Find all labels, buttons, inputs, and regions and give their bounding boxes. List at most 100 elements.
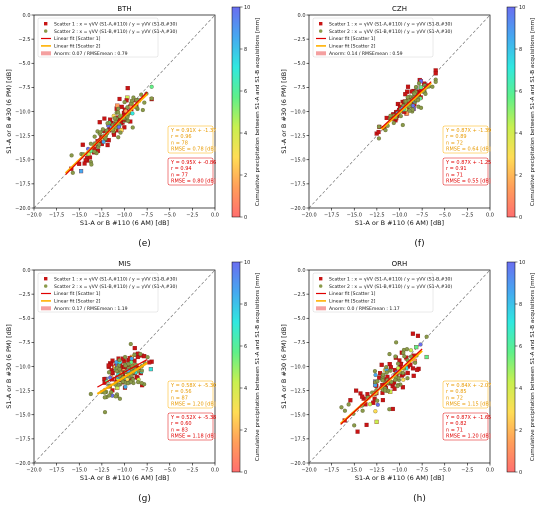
- colorbar: [231, 261, 241, 473]
- scatter2-point: [112, 116, 117, 121]
- scatter2-point: [122, 100, 127, 105]
- x-axis-label: S1-A or B #110 (6 AM) [dB]: [355, 219, 444, 227]
- scatter1-point: [418, 85, 424, 90]
- scatter2-point: [122, 354, 128, 360]
- scatter2-point: [383, 128, 388, 133]
- legend-label: Linear fit [Scatter 2]: [329, 299, 376, 305]
- legend-label: Linear fit [Scatter 1]: [329, 36, 376, 42]
- scatter2-point: [130, 125, 135, 130]
- x-tick-label: −17.5: [49, 213, 64, 219]
- scatter2-point: [138, 351, 143, 357]
- scatter1-point: [379, 362, 384, 367]
- panel-sublabel: (e): [138, 239, 151, 249]
- scatter2-point: [412, 91, 417, 96]
- y-tick-label: −15.0: [290, 158, 305, 164]
- scatter2-point: [413, 85, 419, 90]
- legend-label: Linear fit [Scatter 1]: [54, 36, 101, 42]
- x-tick-label: −15.0: [347, 468, 362, 474]
- stats2-line: RMSE = 0.78 [dB]: [171, 147, 216, 153]
- stats1-line: n = 71: [446, 172, 463, 178]
- y-tick-label: −20.0: [15, 461, 30, 467]
- x-tick-label: −17.5: [324, 468, 339, 474]
- scatter2-point: [380, 378, 385, 383]
- y-tick-label: 0.0: [23, 268, 31, 274]
- colorbar-tick-label: 10: [244, 260, 250, 266]
- stats1-line: Y = 0.52X + -5.38: [170, 415, 216, 421]
- colorbar-label: Cumulative precipitation between S1-A an…: [530, 18, 536, 206]
- scatter2-point: [418, 342, 423, 347]
- scatter2-point: [423, 91, 428, 96]
- legend-marker-scatter2: [319, 29, 323, 33]
- scatter2-point: [375, 402, 380, 407]
- scatter2-point: [376, 124, 382, 129]
- scatter1-point: [147, 360, 152, 365]
- legend-label: Linear fit [Scatter 2]: [54, 299, 101, 305]
- scatter2-point: [98, 130, 103, 135]
- scatter1-point: [414, 345, 419, 350]
- legend-marker-scatter1: [44, 22, 48, 26]
- x-tick-label: −5.0: [164, 213, 176, 219]
- scatter1-point: [390, 406, 395, 412]
- panel-sublabel: (h): [413, 494, 426, 504]
- scatter2-point: [387, 352, 392, 357]
- scatter2-point: [140, 107, 145, 113]
- x-tick-label: −20.0: [26, 468, 41, 474]
- stats2-line: RMSE = 0.64 [dB]: [446, 147, 491, 153]
- scatter2-point: [391, 120, 396, 126]
- scatter1-point: [87, 155, 93, 160]
- scatter2-point: [128, 342, 133, 347]
- y-tick-label: −5.0: [293, 316, 305, 322]
- scatter2-point: [92, 149, 97, 154]
- scatter1-point: [355, 429, 360, 434]
- stats1-line: RMSE = 0.80 [dB]: [171, 179, 216, 185]
- scatter2-point: [102, 410, 108, 415]
- scatter1-point: [372, 396, 377, 401]
- y-tick-label: −15.0: [15, 413, 30, 419]
- legend-patch: [41, 306, 51, 311]
- scatter2-point: [136, 380, 141, 385]
- x-tick-label: −7.5: [141, 213, 153, 219]
- y-tick-label: −15.0: [15, 158, 30, 164]
- scatter2-point: [109, 390, 114, 395]
- colorbar-label: Cumulative precipitation between S1-A an…: [255, 18, 261, 206]
- stats-box-scatter1: [167, 412, 214, 441]
- scatter2-point: [396, 361, 401, 366]
- scatter2-point: [381, 372, 386, 377]
- scatter2-point: [395, 384, 400, 389]
- colorbar-tick-label: 2: [519, 428, 522, 434]
- panel-mis: MIS −20.0 −17.5 −15.0 −12.5 −10.0 −7.5 −5.0 −2.5…: [5, 260, 261, 504]
- y-tick-label: −5.0: [18, 61, 30, 67]
- colorbar-tick-label: 2: [519, 173, 522, 179]
- legend-box: [312, 17, 434, 58]
- stats2-line: r = 0.85: [446, 389, 467, 395]
- scatter1-point: [424, 354, 429, 360]
- stats2-line: n = 87: [171, 395, 188, 401]
- y-tick-label: −2.5: [293, 292, 305, 298]
- colorbar-label: Cumulative precipitation between S1-A an…: [255, 273, 261, 461]
- x-tick-label: −5.0: [164, 468, 176, 474]
- scatter2-point: [401, 350, 406, 355]
- x-tick-label: −15.0: [72, 213, 87, 219]
- y-tick-label: −20.0: [290, 206, 305, 212]
- scatter2-point: [145, 355, 150, 360]
- legend-label: Scatter 1 : x = γVV (S1-A,#110) / y = γV…: [54, 276, 177, 282]
- scatter2-point: [125, 105, 130, 110]
- scatter2-point: [116, 106, 121, 111]
- colorbar-tick-label: 0: [519, 470, 522, 476]
- legend-label: Scatter 2 : x = γVV (S1-B,#110) / y = γV…: [54, 284, 177, 290]
- legend-marker-scatter1: [319, 22, 323, 26]
- y-tick-label: −7.5: [293, 85, 305, 91]
- scatter2-point: [139, 92, 144, 97]
- colorbar-tick-label: 6: [519, 344, 522, 350]
- legend-label: Scatter 1 : x = γVV (S1-A,#110) / y = γV…: [329, 276, 452, 282]
- fit-line-scatter1: [97, 359, 148, 388]
- x-tick-label: −10.0: [117, 213, 132, 219]
- scatter2-point: [404, 347, 410, 352]
- colorbar-tick-label: 6: [519, 89, 522, 95]
- y-axis-label: S1-A or B #30 (6 PM) [dB]: [5, 69, 13, 154]
- stats-box-scatter2: [167, 380, 214, 409]
- scatter1-point: [148, 367, 153, 372]
- scatter1-point: [384, 115, 389, 120]
- scatter1-point: [408, 362, 413, 367]
- scatter1-point: [97, 120, 102, 125]
